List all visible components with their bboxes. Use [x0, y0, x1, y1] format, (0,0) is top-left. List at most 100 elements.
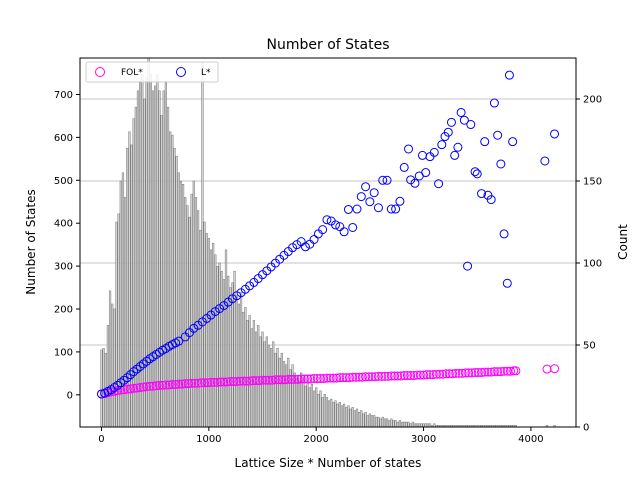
fol-point [183, 379, 193, 389]
histogram-bar [375, 416, 378, 428]
histogram-bar [398, 420, 402, 428]
histogram-bar [338, 402, 341, 428]
fol-point [373, 371, 383, 381]
fol-point [348, 372, 358, 382]
histogram-bar [269, 348, 273, 428]
histogram-bar [235, 295, 238, 428]
legend-box [85, 61, 219, 83]
l-point [300, 242, 310, 252]
histogram-bar [274, 352, 277, 428]
fol-point [225, 377, 235, 387]
fol-point [116, 385, 126, 395]
l-point [496, 159, 506, 169]
fol-point [129, 383, 139, 393]
fol-point [319, 374, 329, 384]
fol-point [167, 380, 177, 390]
l-point [309, 234, 319, 244]
l-point [119, 375, 129, 385]
fol-point [151, 381, 161, 391]
fol-point [506, 366, 516, 376]
histogram-bar [312, 390, 316, 428]
histogram-bar [332, 402, 335, 428]
histogram-bar [136, 90, 140, 428]
fol-point [132, 383, 142, 393]
histogram-bar [394, 420, 397, 428]
fol-point [283, 374, 293, 384]
fol-point [409, 371, 419, 381]
y-tick-label: 600 [54, 133, 73, 144]
x-tick-label: 3000 [411, 434, 436, 445]
histogram-bar [190, 193, 193, 428]
histogram-bar [358, 411, 361, 428]
fol-point [219, 377, 229, 387]
fol-point [261, 375, 271, 385]
fol-point [467, 368, 477, 378]
histogram-bar [347, 405, 350, 428]
l-point [348, 222, 358, 232]
l-point [331, 220, 341, 230]
fol-point [193, 378, 203, 388]
histogram-bar [396, 421, 399, 428]
l-series [96, 70, 560, 399]
l-point [113, 380, 123, 390]
histogram-bar [134, 106, 137, 428]
l-point [125, 370, 135, 380]
histogram-bar [306, 380, 309, 428]
histogram-bar [373, 415, 376, 428]
histogram-bar [276, 348, 279, 428]
fol-point [264, 375, 274, 385]
fol-point [351, 372, 361, 382]
fol-point [412, 370, 422, 380]
l-point [391, 204, 401, 214]
fol-point [200, 378, 210, 388]
histogram-bar [280, 352, 283, 428]
histogram-bar [239, 292, 243, 428]
fol-point [542, 364, 552, 374]
y-tick-label: 0 [67, 390, 73, 401]
fol-point [306, 374, 316, 384]
l-point [135, 362, 145, 372]
l-point [122, 373, 132, 383]
fol-point [113, 386, 123, 396]
fol-point [216, 377, 226, 387]
fol-point [190, 378, 200, 388]
fol-point [325, 373, 335, 383]
fol-point [148, 381, 158, 391]
histogram-bar [327, 400, 331, 428]
histogram-bar [315, 387, 318, 428]
histogram-bar [257, 325, 260, 428]
histogram-bar [194, 197, 198, 428]
histogram-bar [224, 249, 228, 428]
l-point [322, 215, 332, 225]
histogram-bar [111, 303, 114, 428]
l-point [386, 204, 396, 214]
l-point [456, 107, 466, 117]
histogram-bar [117, 213, 120, 428]
y-tick-label: 500 [54, 176, 73, 187]
l-point [499, 229, 509, 239]
histogram-bar [291, 364, 294, 428]
fol-point [496, 367, 506, 377]
l-point [459, 115, 469, 125]
histogram-bar [113, 308, 116, 428]
histogram-bar [403, 421, 406, 428]
histogram-bar [207, 238, 210, 428]
x-tick-label: 4000 [518, 434, 543, 445]
histogram-bar [100, 349, 103, 428]
l-point [429, 147, 439, 157]
fol-point [177, 379, 187, 389]
fol-point [483, 367, 493, 377]
legend-l-marker [176, 67, 186, 77]
l-point [477, 189, 487, 199]
fol-point [274, 375, 284, 385]
histogram-bar [186, 205, 189, 428]
fol-point [428, 370, 438, 380]
histogram-bar [407, 421, 410, 428]
y2-tick-label: 100 [583, 259, 602, 270]
histogram-bar [149, 74, 152, 428]
histogram-bar [323, 393, 326, 428]
l-point [466, 120, 476, 130]
fol-point [451, 368, 461, 378]
y-axis-ticks: 0 100 200 300 400 500 600 700 [54, 90, 80, 401]
l-point [142, 356, 152, 366]
